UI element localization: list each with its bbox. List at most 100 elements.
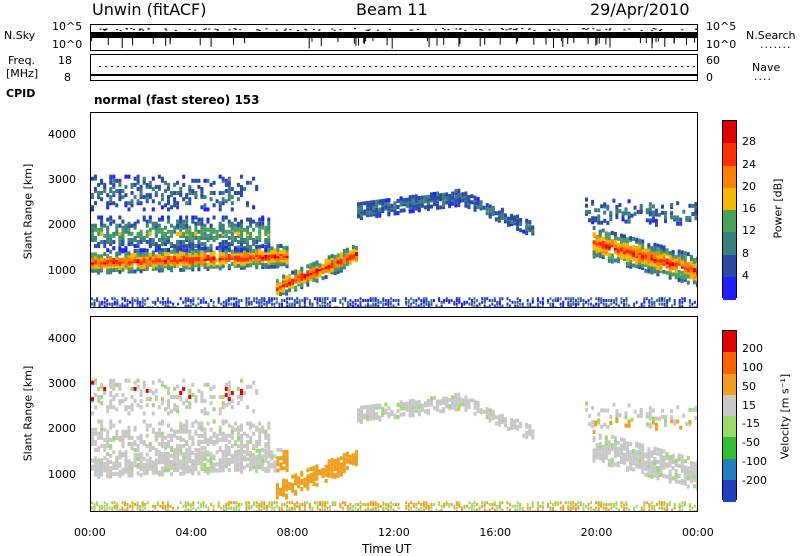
nave-dot bbox=[561, 66, 563, 67]
nave-dot bbox=[633, 66, 635, 67]
power-cell bbox=[690, 261, 693, 265]
velocity-cell bbox=[270, 463, 273, 467]
nave-dot bbox=[405, 66, 407, 67]
nsky-spike bbox=[640, 37, 641, 43]
power-noise-cell bbox=[362, 306, 364, 308]
velocity-cell bbox=[124, 397, 127, 401]
velocity-noise-cell bbox=[248, 505, 250, 508]
velocity-cell bbox=[249, 440, 252, 444]
velocity-cell bbox=[137, 385, 140, 389]
power-noise-cell bbox=[357, 305, 359, 308]
power-cell bbox=[328, 255, 331, 259]
nsearch-dot bbox=[506, 29, 508, 30]
velocity-cell bbox=[246, 457, 249, 461]
power-cell bbox=[228, 230, 231, 234]
velocity-cell bbox=[474, 400, 477, 404]
nsearch-dot bbox=[660, 29, 662, 30]
power-noise-cell bbox=[344, 297, 346, 300]
power-cell bbox=[158, 238, 161, 242]
power-noise-cell bbox=[233, 303, 235, 306]
power-cell bbox=[468, 195, 471, 199]
nsearch-dot bbox=[175, 30, 177, 31]
power-noise-cell bbox=[104, 305, 106, 308]
power-cell bbox=[611, 260, 614, 264]
power-cell bbox=[234, 236, 237, 240]
velocity-cell bbox=[464, 400, 467, 404]
velocity-noise-cell bbox=[286, 505, 288, 508]
nsearch-dot bbox=[229, 29, 231, 30]
power-cell bbox=[346, 262, 349, 266]
velocity-noise-cell bbox=[256, 501, 258, 504]
velocity-cell bbox=[319, 469, 322, 473]
power-cell bbox=[369, 201, 372, 205]
velocity-cell bbox=[191, 422, 194, 426]
velocity-cell bbox=[433, 406, 436, 410]
velocity-cell bbox=[647, 447, 650, 451]
power-noise-cell bbox=[484, 305, 486, 308]
velocity-cell bbox=[158, 379, 161, 383]
power-cell bbox=[164, 252, 167, 256]
velocity-cell bbox=[457, 407, 460, 411]
velocity-cell bbox=[628, 420, 631, 424]
velocity-cell bbox=[112, 472, 115, 476]
velocity-cell bbox=[155, 389, 158, 393]
nsky-trace bbox=[91, 25, 698, 51]
power-cell bbox=[149, 193, 152, 197]
velocity-cell bbox=[464, 408, 467, 412]
velocity-cell bbox=[200, 446, 203, 450]
power-cell bbox=[176, 201, 179, 205]
velocity-cell bbox=[375, 404, 378, 408]
nave-dot bbox=[693, 66, 695, 67]
power-noise-cell bbox=[157, 306, 159, 308]
velocity-cell bbox=[366, 415, 369, 419]
nave-dot bbox=[423, 66, 425, 67]
velocity-cell bbox=[513, 419, 516, 423]
velocity-noise-cell bbox=[286, 509, 288, 512]
velocity-cell bbox=[285, 494, 288, 498]
velocity-cell bbox=[146, 397, 149, 401]
power-cell bbox=[608, 236, 611, 240]
power-cell bbox=[283, 262, 286, 266]
velocity-cell bbox=[185, 461, 188, 465]
power-noise-cell bbox=[694, 301, 696, 304]
power-noise-cell bbox=[423, 305, 425, 308]
power-cell bbox=[261, 244, 264, 248]
velocity-cell bbox=[240, 462, 243, 466]
power-noise-cell bbox=[618, 305, 620, 308]
velocity-cell bbox=[282, 479, 285, 483]
power-cell bbox=[234, 224, 237, 228]
velocity-cell bbox=[97, 420, 100, 424]
velocity-cell bbox=[600, 408, 603, 412]
velocity-cell bbox=[176, 462, 179, 466]
power-cell bbox=[158, 228, 161, 232]
power-noise-cell bbox=[643, 305, 645, 308]
velocity-cell bbox=[103, 387, 106, 391]
velocity-cell bbox=[685, 422, 688, 426]
velocity-cell bbox=[231, 430, 234, 434]
velocity-noise-cell bbox=[296, 501, 298, 504]
nave-dot bbox=[249, 66, 251, 67]
velocity-cell bbox=[94, 393, 97, 397]
power-cell bbox=[191, 246, 194, 250]
power-cell bbox=[200, 187, 203, 191]
power-noise-cell bbox=[532, 306, 534, 308]
velocity-cell bbox=[134, 457, 137, 461]
velocity-cell bbox=[303, 478, 306, 482]
power-cell bbox=[191, 189, 194, 193]
velocity-cell bbox=[91, 438, 94, 442]
velocity-cell bbox=[468, 403, 471, 407]
power-noise-cell bbox=[334, 306, 336, 308]
nave-dot bbox=[231, 66, 233, 67]
power-noise-cell bbox=[621, 297, 623, 300]
velocity-cell bbox=[173, 407, 176, 411]
power-noise-cell bbox=[279, 303, 281, 306]
velocity-cell bbox=[629, 442, 632, 446]
power-noise-cell bbox=[104, 297, 106, 300]
power-cell bbox=[210, 230, 213, 234]
velocity-cell bbox=[612, 403, 615, 407]
power-cell bbox=[124, 185, 127, 189]
power-noise-cell bbox=[610, 303, 612, 306]
nave-dot bbox=[441, 66, 443, 67]
power-noise-cell bbox=[390, 301, 392, 304]
power-cell bbox=[418, 196, 421, 200]
